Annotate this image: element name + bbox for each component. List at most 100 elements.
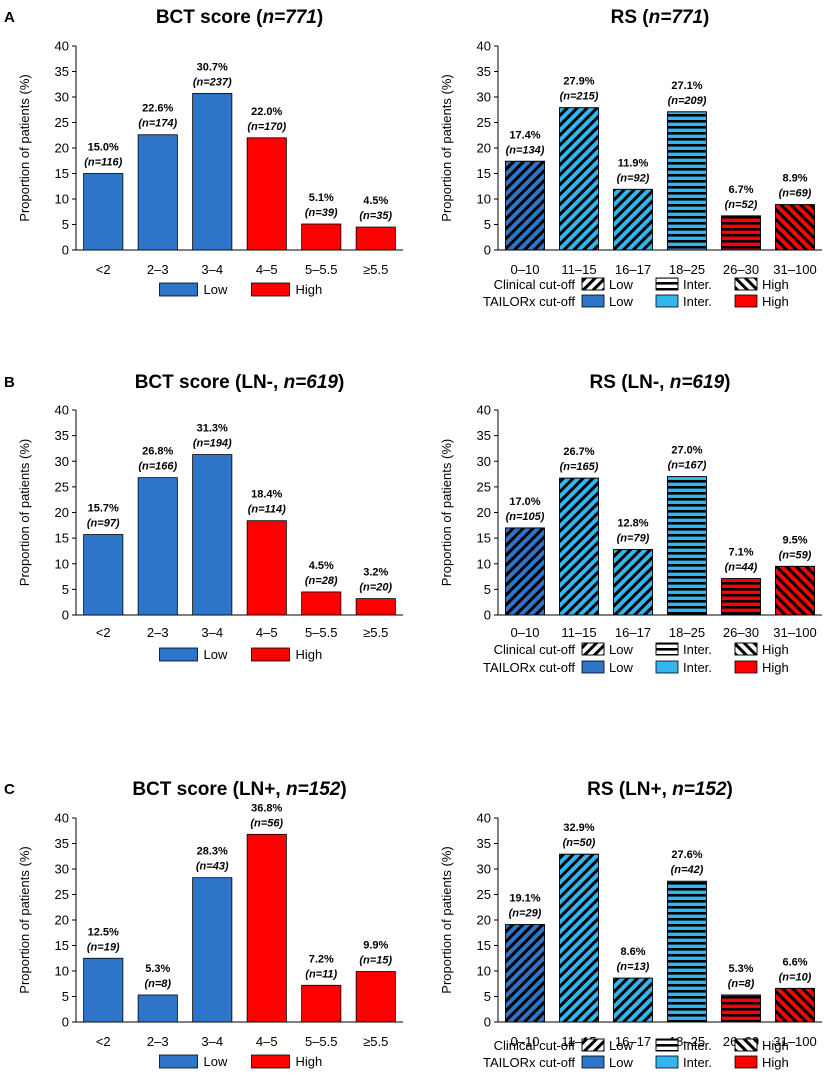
bar <box>355 971 396 1023</box>
y-tick-label: 15 <box>477 166 491 181</box>
data-label-percent: 11.9% <box>618 157 649 169</box>
bar-hatch <box>775 987 815 1023</box>
legend-row-label: Clinical cut-off <box>494 642 576 657</box>
bar-hatch <box>613 188 653 251</box>
y-tick-label: 10 <box>477 192 491 207</box>
legend-label: High <box>762 1038 789 1053</box>
x-tick-label: 5–5.5 <box>305 1034 338 1049</box>
data-label-n: (n=116) <box>84 157 122 169</box>
legend-label: Low <box>204 1054 228 1069</box>
bar-hatch <box>721 215 761 251</box>
y-tick-label: 30 <box>55 862 69 877</box>
x-tick-label: 5–5.5 <box>305 262 338 277</box>
bar <box>192 877 233 1023</box>
bar <box>192 454 233 616</box>
legend-swatch-hatch <box>655 642 679 656</box>
data-label-n: (n=170) <box>247 121 286 133</box>
legend-row-label: Clinical cut-off <box>494 1038 576 1053</box>
chart-title: RS (LN+, n=152) <box>587 779 733 800</box>
legend-swatch <box>734 660 758 674</box>
legend-swatch-hatch <box>655 277 679 291</box>
data-label-n: (n=166) <box>138 461 177 473</box>
data-label-percent: 5.3% <box>145 963 170 975</box>
legend-swatch-hatch <box>581 642 605 656</box>
y-tick-label: 40 <box>55 811 69 826</box>
y-tick-label: 40 <box>55 39 69 54</box>
data-label-n: (n=114) <box>248 504 286 516</box>
y-tick-label: 30 <box>477 454 491 469</box>
panel-label: C <box>4 781 15 798</box>
data-label-n: (n=194) <box>193 438 232 450</box>
legend-row-label: Clinical cut-off <box>494 277 576 292</box>
x-tick-label: 3–4 <box>201 262 223 277</box>
y-tick-label: 40 <box>55 403 69 418</box>
panel-label: A <box>4 9 15 26</box>
data-label-n: (n=167) <box>668 460 707 472</box>
y-axis-label: Proportion of patients (%) <box>439 74 454 221</box>
chart-panel-1: A BCT score (n=771) Proportion of patients… <box>4 7 403 297</box>
data-label-n: (n=8) <box>144 978 171 990</box>
y-tick-label: 25 <box>55 479 69 494</box>
y-tick-label: 5 <box>484 217 491 232</box>
data-label-percent: 27.9% <box>563 76 594 88</box>
data-label-percent: 28.3% <box>197 846 228 858</box>
bar-hatch <box>721 994 761 1023</box>
x-tick-label: 5–5.5 <box>305 625 338 640</box>
data-label-n: (n=165) <box>560 461 599 473</box>
x-tick-label: ≥5.5 <box>363 625 388 640</box>
x-tick-label: 26–30 <box>723 262 759 277</box>
y-axis-label: Proportion of patients (%) <box>17 439 32 586</box>
bar <box>83 173 124 251</box>
y-tick-label: 30 <box>477 862 491 877</box>
legend-swatch-hatch <box>581 277 605 291</box>
data-label-n: (n=43) <box>196 861 229 873</box>
legend-swatch-hatch <box>734 642 758 656</box>
x-tick-label: <2 <box>96 625 111 640</box>
y-tick-label: 35 <box>55 836 69 851</box>
data-label-percent: 7.1% <box>728 547 753 559</box>
legend-label: Low <box>609 642 633 657</box>
legend-label: High <box>762 277 789 292</box>
x-tick-label: 2–3 <box>147 262 169 277</box>
x-tick-label: ≥5.5 <box>363 1034 388 1049</box>
x-tick-label: 16–17 <box>615 625 651 640</box>
y-axis-label: Proportion of patients (%) <box>17 74 32 221</box>
legend-label: Inter. <box>683 660 712 675</box>
legend-swatch <box>581 294 605 308</box>
y-axis-label: Proportion of patients (%) <box>439 846 454 993</box>
x-tick-label: 18–25 <box>669 262 705 277</box>
y-tick-label: 25 <box>477 479 491 494</box>
y-tick-label: 15 <box>477 938 491 953</box>
data-label-n: (n=19) <box>87 941 120 953</box>
data-label-percent: 30.7% <box>197 61 228 73</box>
y-tick-label: 20 <box>477 913 491 928</box>
data-label-percent: 3.2% <box>363 567 388 579</box>
x-tick-label: 26–30 <box>723 625 759 640</box>
data-label-percent: 31.3% <box>197 423 228 435</box>
legend-label: Low <box>609 1038 633 1053</box>
data-label-percent: 15.7% <box>88 503 119 515</box>
data-label-percent: 7.2% <box>309 953 334 965</box>
bar <box>355 598 396 616</box>
chart-panel-2: RS (n=771) Proportion of patients (%) 0 5 10… <box>439 7 822 309</box>
data-label-percent: 19.1% <box>509 893 540 905</box>
y-axis-label: Proportion of patients (%) <box>439 439 454 586</box>
data-label-n: (n=15) <box>359 955 392 967</box>
data-label-n: (n=10) <box>779 971 812 983</box>
panel-label: B <box>4 374 15 391</box>
data-label-n: (n=174) <box>138 118 177 130</box>
data-label-n: (n=11) <box>305 968 337 980</box>
legend-swatch-hatch <box>655 1038 679 1052</box>
x-tick-label: 31–100 <box>773 625 816 640</box>
legend-swatch <box>581 1055 605 1069</box>
data-label-n: (n=105) <box>506 511 545 523</box>
x-tick-label: 11–15 <box>561 262 596 277</box>
y-tick-label: 10 <box>55 556 69 571</box>
y-axis-label: Proportion of patients (%) <box>17 846 32 993</box>
bar <box>83 534 124 616</box>
legend: Low High <box>159 282 322 297</box>
bar-hatch <box>559 853 599 1023</box>
legend-label: Low <box>609 1055 633 1070</box>
chart-title: RS (LN-, n=619) <box>590 372 731 393</box>
